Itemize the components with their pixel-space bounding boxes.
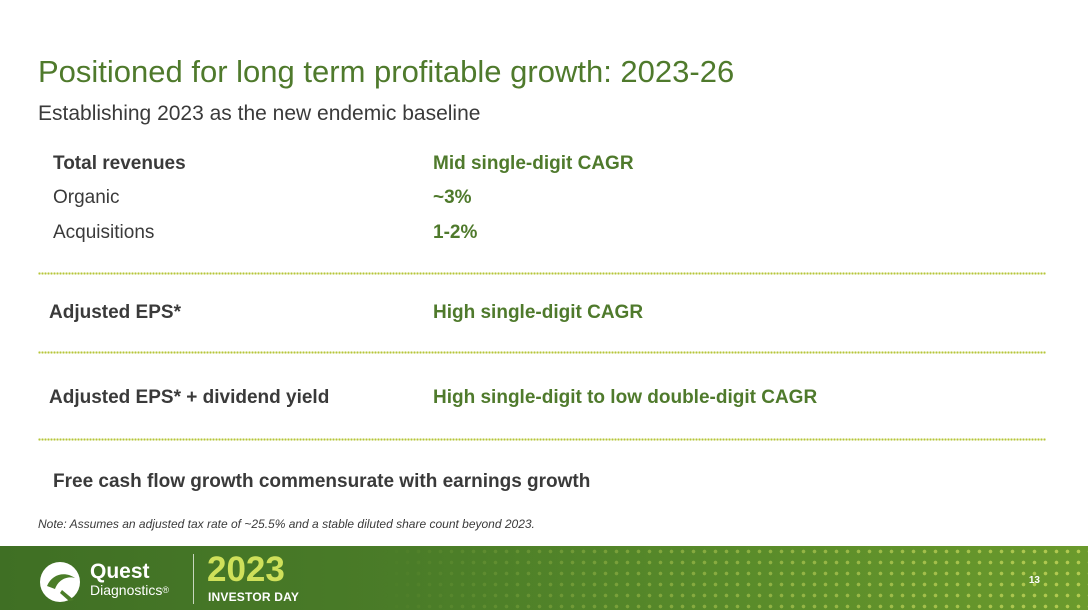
dotted-divider <box>38 272 1046 275</box>
footnote: Note: Assumes an adjusted tax rate of ~2… <box>38 517 535 531</box>
quest-wordmark: Quest Diagnostics® <box>90 560 170 598</box>
acquisitions-value: 1-2% <box>433 222 478 243</box>
brand-subname: Diagnostics <box>90 582 163 598</box>
dotted-divider <box>38 351 1046 354</box>
footer-dot-pattern <box>380 546 1088 610</box>
fcf-statement: Free cash flow growth commensurate with … <box>53 471 591 492</box>
dotted-divider <box>38 438 1046 441</box>
total-revenues-value: Mid single-digit CAGR <box>433 153 634 174</box>
eps-dividend-value: High single-digit to low double-digit CA… <box>433 387 818 408</box>
total-revenues-label: Total revenues <box>53 153 186 174</box>
organic-label: Organic <box>53 187 120 208</box>
adjusted-eps-label: Adjusted EPS* <box>49 302 181 323</box>
slide-title: Positioned for long term profitable grow… <box>38 54 735 89</box>
acquisitions-label: Acquisitions <box>53 222 155 243</box>
footer-vertical-separator <box>193 554 194 604</box>
footer-bar: Quest Diagnostics® 2023 INVESTOR DAY 13 <box>0 546 1088 610</box>
slide-subtitle: Establishing 2023 as the new endemic bas… <box>38 102 481 125</box>
eps-dividend-label: Adjusted EPS* + dividend yield <box>49 387 330 408</box>
event-year: 2023 <box>207 550 285 589</box>
organic-value: ~3% <box>433 187 472 208</box>
brand-name: Quest <box>90 560 150 583</box>
registered-mark: ® <box>162 585 170 595</box>
page-number: 13 <box>1028 575 1040 586</box>
event-name: INVESTOR DAY <box>208 590 300 604</box>
adjusted-eps-value: High single-digit CAGR <box>433 302 644 323</box>
quest-logo-icon <box>40 562 80 602</box>
